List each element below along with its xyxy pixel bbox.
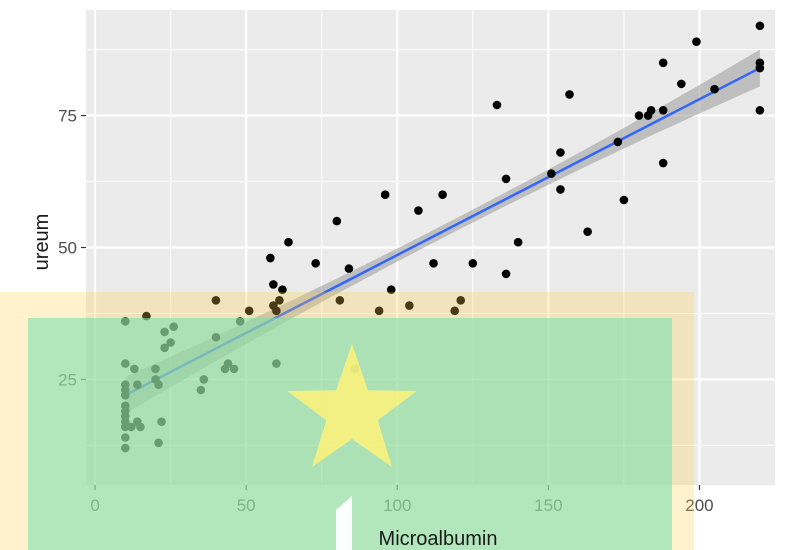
data-point <box>658 105 668 115</box>
data-point <box>275 295 284 305</box>
data-point <box>244 306 254 316</box>
data-point <box>755 105 765 115</box>
data-point <box>272 306 281 316</box>
y-tick-label: 75 <box>58 107 77 126</box>
data-point <box>565 90 574 99</box>
data-point <box>284 237 293 247</box>
data-point <box>547 169 556 178</box>
data-point <box>332 216 342 226</box>
data-point <box>405 301 414 310</box>
data-point <box>269 280 278 289</box>
data-point <box>414 206 423 215</box>
x-tick-label: 200 <box>685 496 713 515</box>
data-point <box>658 158 668 168</box>
data-point <box>613 137 623 147</box>
data-point <box>386 285 396 295</box>
data-point <box>619 195 629 205</box>
data-point <box>556 148 565 157</box>
data-point <box>677 79 686 89</box>
highlight-overlays <box>0 292 694 550</box>
data-point <box>450 306 459 316</box>
data-point <box>658 58 668 68</box>
pointer-shape <box>336 496 352 550</box>
y-tick-label: 50 <box>58 239 77 258</box>
data-point <box>278 285 287 295</box>
data-point <box>311 259 320 268</box>
data-point <box>429 259 438 268</box>
data-point <box>634 111 644 120</box>
data-point <box>374 306 384 316</box>
data-point <box>380 190 390 200</box>
data-point <box>755 21 765 31</box>
data-point <box>468 259 478 268</box>
data-point <box>513 237 523 247</box>
data-point <box>335 295 345 305</box>
data-point <box>501 174 511 184</box>
star-icon <box>287 344 417 467</box>
data-point <box>556 185 565 194</box>
data-point <box>456 295 466 305</box>
data-point <box>583 227 592 236</box>
data-point <box>710 84 719 94</box>
data-point <box>755 63 765 73</box>
data-point <box>266 253 275 263</box>
data-point <box>438 190 447 200</box>
y-axis-title: ureum <box>31 214 53 271</box>
data-point <box>492 100 502 110</box>
data-point <box>344 264 354 273</box>
data-point <box>692 37 701 46</box>
data-point <box>211 295 221 305</box>
x-axis-title: Microalbumin <box>379 528 498 550</box>
data-point <box>501 269 511 279</box>
data-point <box>646 105 656 115</box>
